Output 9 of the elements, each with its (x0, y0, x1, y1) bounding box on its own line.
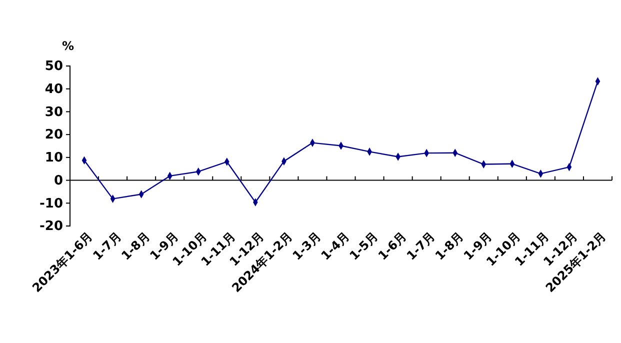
y-tick-label: 40 (44, 82, 63, 98)
y-tick-label: 30 (44, 104, 63, 120)
y-tick-label: 20 (44, 128, 63, 143)
y-tick-label: 10 (44, 150, 63, 166)
y-tick-label: 0 (54, 173, 63, 188)
y-tick-label: -10 (40, 196, 63, 212)
y-tick-label: 50 (44, 59, 63, 74)
y-axis-title: % (62, 39, 74, 53)
y-tick-label: -20 (40, 219, 63, 234)
